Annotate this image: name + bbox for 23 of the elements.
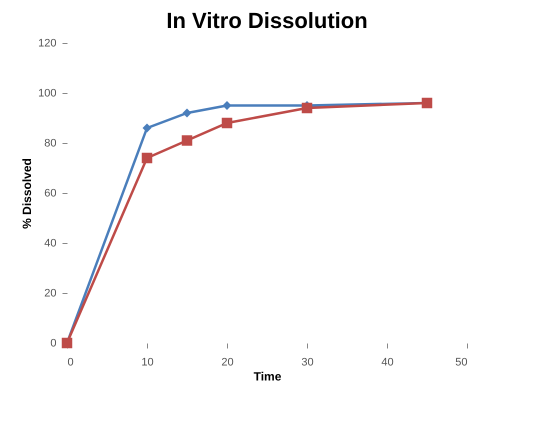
x-tick-label: 10 — [141, 356, 154, 368]
point — [182, 108, 192, 118]
point — [222, 101, 232, 110]
x-tick-label: 0 — [68, 356, 74, 368]
point — [302, 102, 312, 114]
x-axis-title: Time — [254, 370, 282, 384]
x-tick-label: 50 — [455, 356, 468, 368]
x-tick-label: 40 — [381, 356, 394, 368]
point — [222, 118, 232, 128]
y-axis-title: % Dissolved — [20, 158, 34, 229]
y-tick-label: 80 — [44, 138, 56, 150]
point — [182, 135, 192, 146]
y-tick-label: 120 — [38, 38, 56, 50]
y-tick-label: 20 — [44, 288, 56, 300]
chart-title: In Vitro Dissolution — [166, 8, 368, 33]
point — [142, 152, 152, 164]
y-tick-label: 0 — [50, 338, 56, 350]
y-tick-label: 100 — [38, 88, 56, 100]
y-tick-label: 60 — [44, 188, 56, 200]
x-tick-label: 20 — [221, 356, 234, 368]
x-tick-label: 30 — [301, 356, 314, 368]
y-tick-label: 40 — [44, 238, 56, 250]
point — [142, 124, 152, 132]
